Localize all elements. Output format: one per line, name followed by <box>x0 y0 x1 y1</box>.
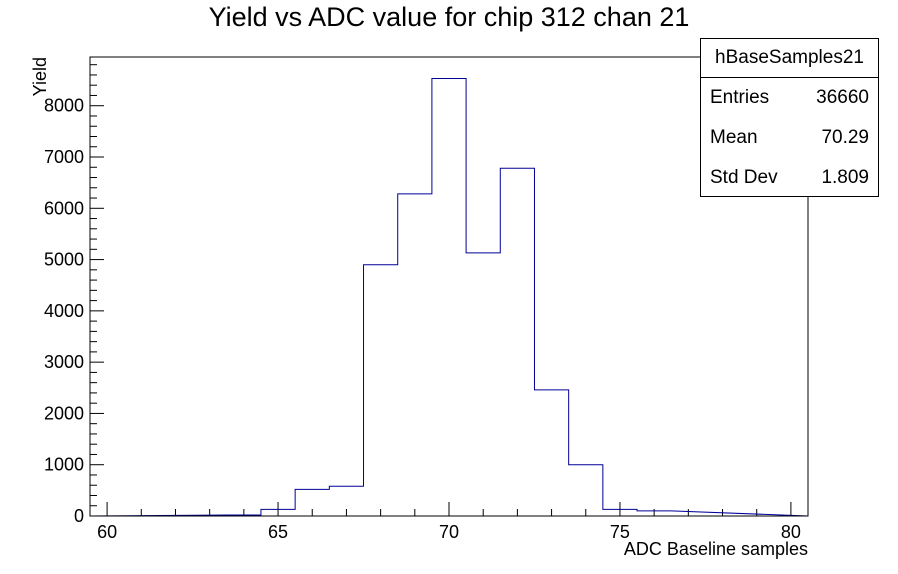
stats-value: 1.809 <box>821 167 869 188</box>
x-tick-label: 80 <box>781 522 801 542</box>
stats-box: hBaseSamples21 Entries 36660 Mean 70.29 … <box>700 38 879 197</box>
y-tick-label: 5000 <box>44 250 84 270</box>
stats-row-entries: Entries 36660 <box>701 78 878 118</box>
stats-value: 36660 <box>816 87 869 108</box>
stats-histogram-name: hBaseSamples21 <box>701 39 878 78</box>
y-tick-label: 6000 <box>44 198 84 218</box>
x-axis-label: ADC Baseline samples <box>624 539 808 559</box>
y-tick-label: 4000 <box>44 301 84 321</box>
x-tick-label: 65 <box>268 522 288 542</box>
y-tick-label: 2000 <box>44 403 84 423</box>
y-tick-label: 3000 <box>44 352 84 372</box>
stats-label: Entries <box>710 87 770 108</box>
plot-frame <box>89 56 809 517</box>
stats-label: Std Dev <box>710 167 778 188</box>
y-tick-label: 1000 <box>44 455 84 475</box>
x-tick-label: 75 <box>610 522 630 542</box>
stats-row-mean: Mean 70.29 <box>701 118 878 158</box>
y-tick-label: 8000 <box>44 96 84 116</box>
stats-row-std-dev: Std Dev 1.809 <box>701 158 878 198</box>
y-tick-label: 7000 <box>44 147 84 167</box>
x-tick-label: 70 <box>439 522 459 542</box>
x-tick-label: 60 <box>97 522 117 542</box>
stats-label: Mean <box>710 127 758 148</box>
y-axis-label: Yield <box>30 57 50 96</box>
y-tick-label: 0 <box>74 506 84 526</box>
stats-value: 70.29 <box>821 127 869 148</box>
histogram-outline <box>89 78 809 517</box>
chart-title: Yield vs ADC value for chip 312 chan 21 <box>208 2 690 32</box>
